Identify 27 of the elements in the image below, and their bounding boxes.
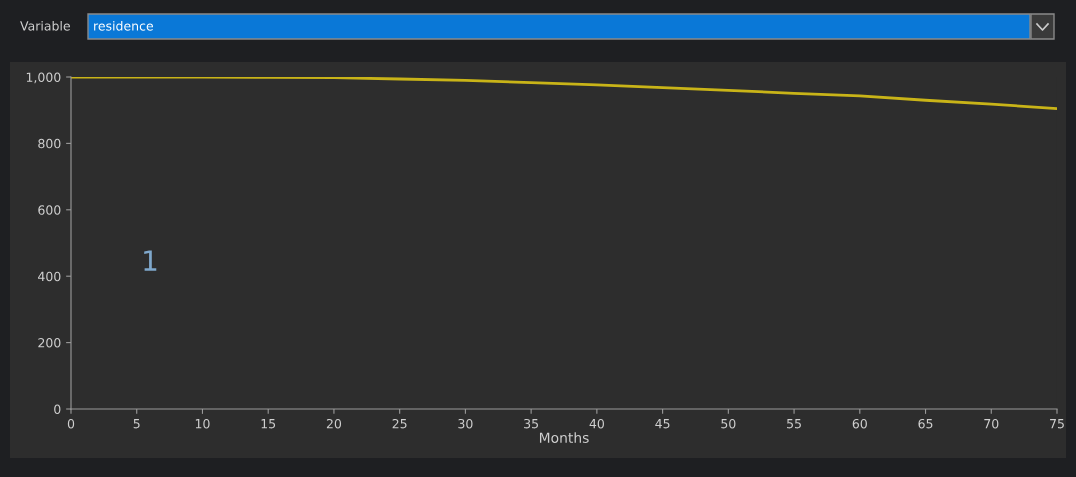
- y-tick-label: 0: [54, 404, 61, 414]
- x-tick-label: 45: [655, 419, 670, 429]
- x-tick-label: 25: [392, 418, 407, 429]
- x-tick-label: 5: [133, 419, 140, 429]
- x-tick-label: 35: [524, 418, 538, 429]
- x-axis-title: Months: [539, 432, 589, 443]
- y-tick-label: 800: [38, 138, 61, 149]
- x-tick-label: 55: [787, 419, 801, 429]
- text: Variable: [20, 20, 70, 31]
- x-tick-label: 30: [458, 418, 473, 429]
- y-tick-label: 400: [38, 271, 61, 282]
- line-series: [71, 77, 1057, 110]
- x-tick-label: 70: [984, 418, 999, 429]
- x-tick-label: 60: [852, 418, 867, 429]
- x-tick-label: 50: [721, 418, 736, 429]
- x-tick-label: 40: [589, 418, 604, 429]
- x-tick-label: 0: [67, 418, 75, 429]
- y-tick-label: 600: [38, 205, 61, 215]
- x-tick-label: 20: [326, 418, 342, 429]
- y-tick-label: 1,000: [26, 72, 61, 84]
- x-tick-label: 15: [261, 419, 276, 429]
- x-tick-label: 75: [1050, 419, 1064, 429]
- x-tick-label: 65: [918, 418, 933, 429]
- annotation: 1: [144, 250, 157, 271]
- y-tick-label: 200: [38, 338, 61, 348]
- text: residence: [94, 20, 153, 31]
- x-tick-label: 10: [195, 418, 210, 429]
